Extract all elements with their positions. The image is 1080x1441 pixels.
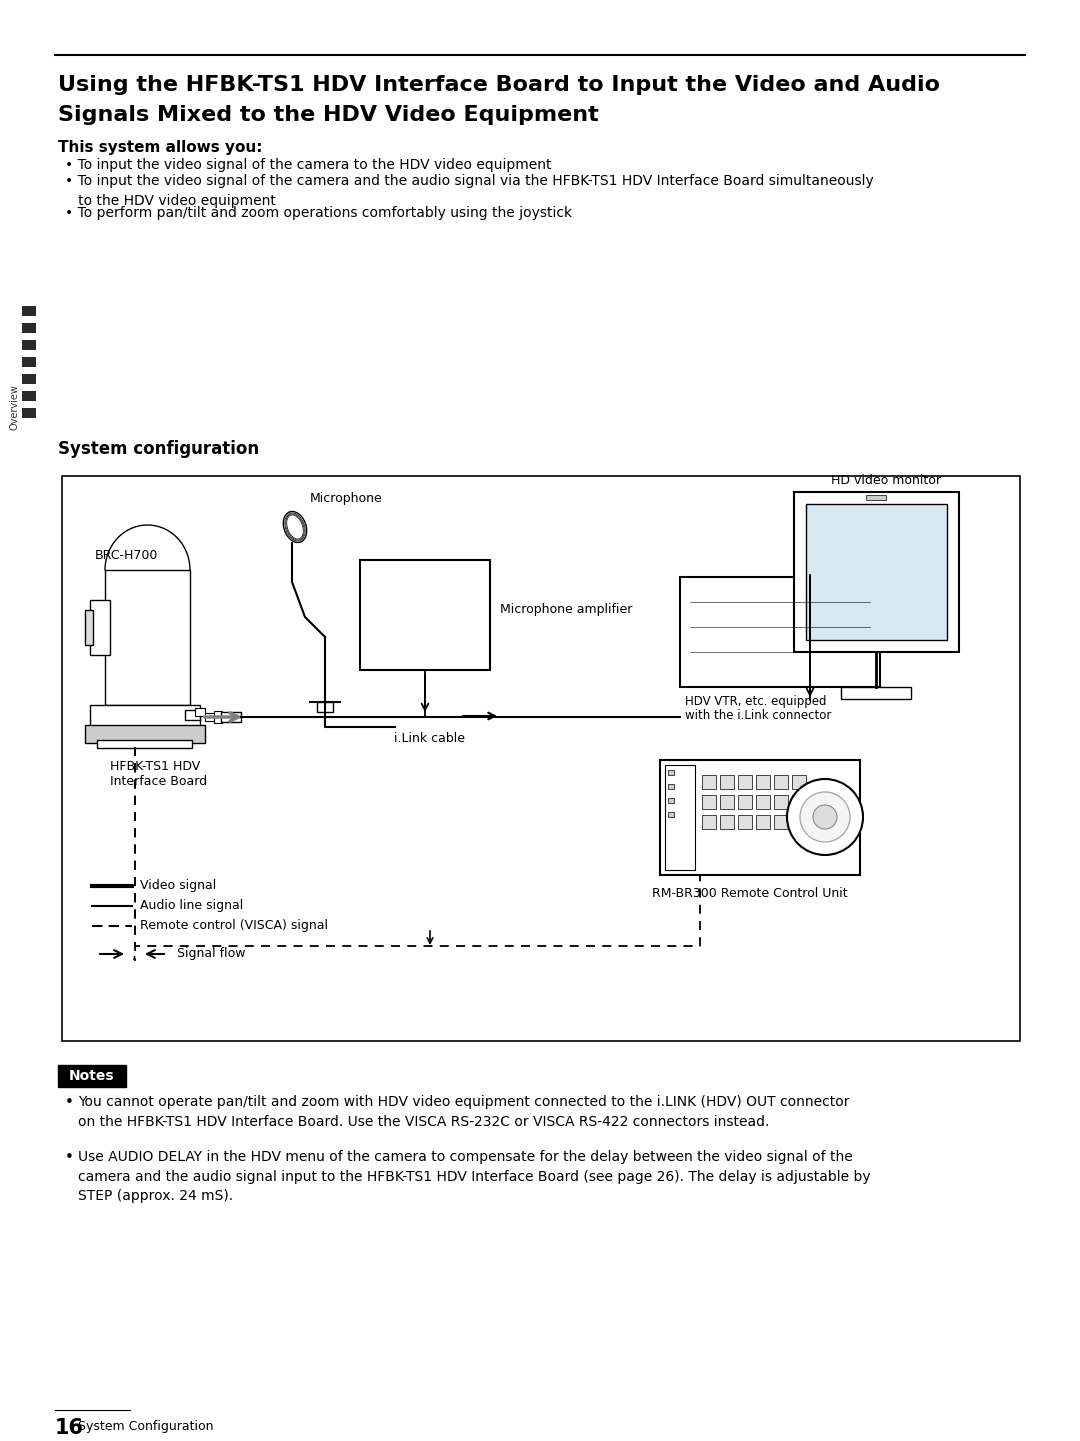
Text: HDV VTR, etc. equipped: HDV VTR, etc. equipped	[685, 695, 826, 708]
Bar	[756, 775, 770, 790]
Bar	[660, 759, 860, 875]
Bar	[195, 708, 205, 716]
Bar	[738, 795, 752, 808]
Bar	[22, 357, 36, 367]
Bar	[738, 816, 752, 829]
Text: HD video monitor: HD video monitor	[831, 474, 941, 487]
Text: •: •	[65, 1150, 73, 1164]
Text: BRC-H700: BRC-H700	[95, 549, 159, 562]
Bar	[22, 391, 36, 401]
Bar	[738, 775, 752, 790]
Text: System configuration: System configuration	[58, 440, 259, 458]
Bar	[90, 705, 200, 731]
Text: You cannot operate pan/tilt and zoom with HDV video equipment connected to the i: You cannot operate pan/tilt and zoom wit…	[78, 1095, 850, 1128]
Bar	[720, 795, 734, 808]
Bar	[720, 775, 734, 790]
Bar	[669, 769, 674, 775]
Text: This system allows you:: This system allows you:	[58, 140, 262, 156]
Bar	[702, 795, 716, 808]
Bar	[774, 816, 788, 829]
Text: Signals Mixed to the HDV Video Equipment: Signals Mixed to the HDV Video Equipment	[58, 105, 598, 125]
Bar	[680, 576, 880, 687]
Text: Overview: Overview	[10, 385, 21, 429]
Bar	[792, 795, 806, 808]
Bar	[97, 741, 192, 748]
Bar	[22, 305, 36, 316]
Text: Remote control (VISCA) signal: Remote control (VISCA) signal	[140, 919, 328, 932]
Text: • To perform pan/tilt and zoom operations comfortably using the joystick: • To perform pan/tilt and zoom operation…	[65, 206, 572, 220]
Text: Video signal: Video signal	[140, 879, 216, 892]
Bar	[665, 765, 696, 870]
Text: • To input the video signal of the camera to the HDV video equipment: • To input the video signal of the camer…	[65, 159, 552, 171]
Circle shape	[813, 806, 837, 829]
Bar	[360, 561, 490, 670]
Bar	[318, 702, 333, 712]
Bar	[85, 610, 93, 646]
Bar	[22, 408, 36, 418]
Text: Signal flow: Signal flow	[177, 948, 245, 961]
Text: with the i.Link connector: with the i.Link connector	[685, 709, 832, 722]
Bar	[90, 599, 110, 656]
Bar	[62, 476, 1020, 1040]
Text: • To input the video signal of the camera and the audio signal via the HFBK-TS1 : • To input the video signal of the camer…	[65, 174, 874, 208]
Text: RM-BR300 Remote Control Unit: RM-BR300 Remote Control Unit	[652, 888, 848, 901]
Text: Audio line signal: Audio line signal	[140, 899, 243, 912]
Bar	[792, 816, 806, 829]
Text: Microphone: Microphone	[310, 491, 382, 504]
Bar	[806, 504, 947, 640]
Bar	[221, 712, 241, 722]
Bar	[841, 687, 912, 699]
Text: ,: ,	[132, 947, 137, 961]
Bar	[58, 1065, 126, 1087]
Text: 16: 16	[55, 1418, 84, 1438]
Text: i.Link cable: i.Link cable	[394, 732, 465, 745]
Bar	[792, 775, 806, 790]
Text: Using the HFBK-TS1 HDV Interface Board to Input the Video and Audio: Using the HFBK-TS1 HDV Interface Board t…	[58, 75, 940, 95]
Bar	[669, 784, 674, 790]
Bar	[214, 710, 222, 723]
Bar	[105, 571, 190, 705]
Bar	[774, 775, 788, 790]
Circle shape	[787, 780, 863, 855]
Bar	[756, 816, 770, 829]
Ellipse shape	[283, 512, 307, 542]
Text: System Configuration: System Configuration	[78, 1419, 214, 1432]
Bar	[22, 375, 36, 383]
Bar	[702, 775, 716, 790]
Text: Microphone amplifier: Microphone amplifier	[500, 604, 633, 617]
Bar	[702, 816, 716, 829]
Bar	[185, 710, 200, 720]
Bar	[205, 713, 215, 720]
Text: •: •	[65, 1095, 73, 1110]
Bar	[22, 323, 36, 333]
Text: Interface Board: Interface Board	[110, 775, 207, 788]
Text: Use AUDIO DELAY in the HDV menu of the camera to compensate for the delay betwee: Use AUDIO DELAY in the HDV menu of the c…	[78, 1150, 870, 1203]
Bar	[756, 795, 770, 808]
Text: HFBK-TS1 HDV: HFBK-TS1 HDV	[110, 759, 200, 772]
Bar	[774, 795, 788, 808]
Bar	[866, 496, 886, 500]
Circle shape	[800, 793, 850, 842]
Bar	[720, 816, 734, 829]
Bar	[669, 811, 674, 817]
Bar	[22, 340, 36, 350]
Bar	[669, 798, 674, 803]
Text: Notes: Notes	[69, 1069, 114, 1084]
Bar	[794, 491, 959, 651]
Bar	[85, 725, 205, 744]
